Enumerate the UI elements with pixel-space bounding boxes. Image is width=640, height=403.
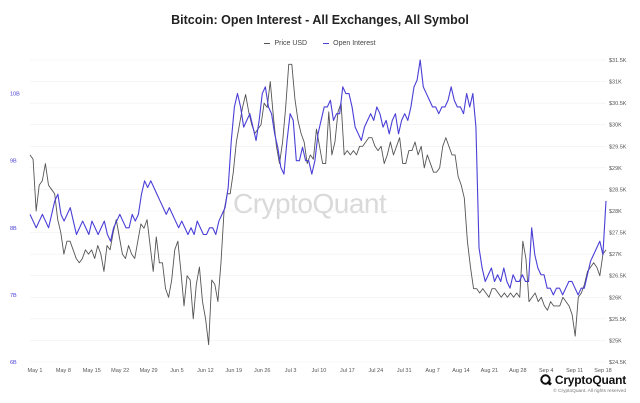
x-axis-tick-label: Sep 11 [566, 368, 583, 374]
right-axis-tick-label: $27.5K [609, 231, 627, 237]
chart-legend: Price USD Open Interest [0, 40, 640, 47]
left-axis-tick-label: 10B [10, 92, 20, 98]
right-axis-tick-label: $28.5K [609, 187, 627, 193]
right-axis-tick-label: $31.5K [609, 58, 627, 64]
brand-block: CryptoQuant [540, 373, 626, 387]
left-axis-tick-label: 9B [10, 159, 17, 165]
right-axis-tick-label: $29.5K [609, 144, 627, 150]
right-axis-tick-label: $30K [609, 123, 622, 129]
left-axis-tick-label: 6B [10, 360, 17, 366]
right-axis-tick-label: $24.5K [609, 360, 627, 366]
legend-swatch-open-interest [323, 42, 330, 45]
x-axis-tick-label: May 15 [83, 368, 101, 374]
x-axis-tick-label: Jul 17 [340, 368, 355, 374]
right-axis-tick-label: $30.5K [609, 101, 627, 107]
x-axis-tick-label: Jul 31 [397, 368, 412, 374]
right-axis-tick-label: $31K [609, 80, 622, 86]
x-axis-tick-label: Jun 19 [226, 368, 243, 374]
right-axis-tick-label: $25K [609, 338, 622, 344]
right-axis-tick-label: $26.5K [609, 274, 627, 280]
x-axis-tick-label: Jun 12 [197, 368, 214, 374]
x-axis-tick-label: Aug 7 [425, 368, 439, 374]
cryptoquant-logo-icon [540, 374, 552, 386]
right-axis-tick-label: $25.5K [609, 317, 627, 323]
x-axis-tick-label: May 8 [56, 368, 71, 374]
series-line-open-interest[interactable] [29, 59, 607, 296]
right-axis-tick-label: $26K [609, 295, 622, 301]
legend-item-price[interactable]: Price USD [264, 40, 307, 47]
x-axis-tick-label: Jun 26 [254, 368, 271, 374]
x-axis-tick-label: Aug 14 [452, 368, 469, 374]
x-axis-tick-label: May 1 [28, 368, 43, 374]
chart-title: Bitcoin: Open Interest - All Exchanges, … [171, 13, 469, 27]
right-axis-tick-label: $28K [609, 209, 622, 215]
x-axis-tick-label: Jul 10 [312, 368, 327, 374]
left-axis-tick-label: 7B [10, 293, 17, 299]
left-axis-tick-label: 8B [10, 226, 17, 232]
right-axis-tick-label: $27K [609, 252, 622, 258]
series-line-price[interactable] [29, 63, 607, 346]
watermark: CryptoQuant [233, 188, 387, 219]
legend-swatch-price [264, 42, 271, 45]
x-axis-tick-label: Aug 21 [481, 368, 498, 374]
brand-name: CryptoQuant [554, 373, 626, 387]
x-axis-tick-label: Jun 5 [170, 368, 183, 374]
x-axis-tick-label: Sep 18 [594, 368, 611, 374]
x-axis-tick-label: Aug 28 [509, 368, 526, 374]
brand-copyright: © CryptoQuant. All rights reserved [553, 389, 626, 394]
legend-label-price: Price USD [274, 40, 308, 47]
legend-label-open-interest: Open Interest [333, 40, 376, 47]
x-axis-tick-label: Jul 3 [285, 368, 297, 374]
legend-item-open-interest[interactable]: Open Interest [323, 40, 376, 47]
x-axis-tick-label: May 29 [140, 368, 158, 374]
x-axis-tick-label: Jul 24 [368, 368, 383, 374]
x-axis-tick-label: May 22 [111, 368, 129, 374]
right-axis-tick-label: $29K [609, 166, 622, 172]
x-axis-tick-label: Sep 4 [539, 368, 553, 374]
